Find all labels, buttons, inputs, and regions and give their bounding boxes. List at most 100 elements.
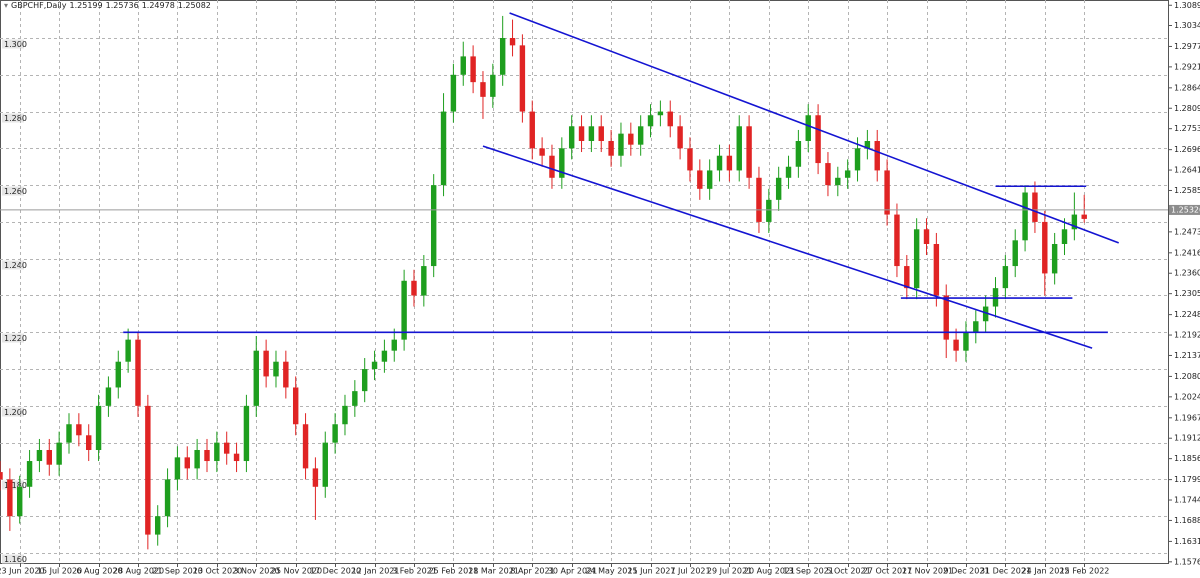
y-tick-label: 1.26965 — [1174, 145, 1200, 154]
candle-body — [273, 361, 279, 377]
candle-body — [312, 468, 319, 487]
y-label-bg — [2, 480, 24, 490]
price-label-bg — [1169, 204, 1200, 215]
candle-body — [263, 350, 269, 377]
y-label-bg — [2, 333, 24, 343]
candle-body — [381, 350, 388, 362]
candle-body — [559, 148, 565, 178]
x-tick-label: 3 Feb 2021 — [392, 567, 437, 576]
candle-body — [302, 424, 309, 469]
x-tick-label: 5 Oct 2021 — [826, 567, 870, 576]
candle-body — [519, 45, 526, 112]
candle-body — [135, 339, 141, 406]
header: ▾ GBPCHF,Daily 1.25199 1.25736 1.24978 1.2508… — [4, 1, 214, 10]
y-tick-label: 1.29215 — [1174, 62, 1200, 71]
candle-body — [36, 449, 43, 462]
candle-body — [430, 185, 437, 267]
candle-body — [214, 442, 220, 462]
x-tick-label: 24 May 2021 — [585, 567, 637, 576]
x-tick-label: 25 Nov 2020 — [271, 567, 322, 576]
candle-body — [332, 424, 338, 443]
candle-body — [1081, 214, 1087, 219]
ohlc-high: 1.25736 — [105, 1, 139, 10]
candle-body — [1051, 243, 1058, 274]
y-tick-label: 1.29770 — [1174, 42, 1200, 51]
candle-body — [470, 56, 476, 83]
x-tick-label: 31 Dec 2021 — [980, 567, 1031, 576]
candle-body — [943, 295, 949, 340]
x-tick-label: 29 Jul 2021 — [707, 567, 752, 576]
y-label-bg — [2, 39, 24, 49]
candle-body — [894, 214, 900, 267]
y-tick-label: 1.26410 — [1174, 166, 1200, 175]
candle-body — [243, 405, 250, 462]
candle-body — [125, 339, 131, 362]
trend-line — [509, 12, 1119, 244]
candle-body — [233, 453, 240, 462]
candle-body — [460, 56, 466, 75]
candle-body — [598, 126, 604, 141]
x-tick-label: 21 Sep 2020 — [152, 567, 203, 576]
y-label-bg — [2, 554, 24, 564]
x-tick-label: 8 Apr 2021 — [510, 567, 554, 576]
candle-body — [835, 177, 841, 186]
left-y-tick-label: 1.180 — [4, 481, 27, 490]
y-tick-label: 1.20245 — [1174, 392, 1200, 401]
candle-body — [283, 361, 289, 388]
left-y-tick-label: 1.300 — [4, 40, 27, 49]
candle-body — [46, 449, 52, 465]
y-label-bg — [2, 260, 24, 270]
y-tick-label: 1.28645 — [1174, 83, 1200, 92]
candle-body — [864, 140, 871, 149]
candle-body — [184, 457, 190, 469]
candle-body — [1042, 221, 1048, 274]
y-tick-label: 1.28090 — [1174, 104, 1200, 113]
candle-body — [785, 166, 792, 178]
candle-body — [164, 479, 171, 517]
candle-body — [549, 155, 555, 178]
y-tick-label: 1.17440 — [1174, 496, 1200, 505]
candle-body — [145, 405, 151, 535]
candle-body — [884, 170, 890, 215]
x-tick-label: 17 Dec 2020 — [310, 567, 361, 576]
y-tick-label: 1.16315 — [1174, 537, 1200, 546]
candle-body — [982, 306, 989, 322]
symbol: GBPCHF,Daily — [11, 1, 67, 10]
candle-body — [539, 148, 545, 156]
y-tick-label: 1.27535 — [1174, 124, 1200, 133]
candle-body — [509, 37, 516, 46]
x-tick-label: 18 Mar 2021 — [468, 567, 519, 576]
candle-body — [7, 479, 13, 517]
price-label: 1.25326 — [1171, 205, 1200, 214]
candle-body — [608, 140, 614, 156]
candle-body — [490, 74, 496, 97]
candle-body — [854, 148, 861, 171]
candle-body — [322, 442, 328, 487]
candle-body — [677, 126, 683, 149]
candle-body — [706, 170, 713, 189]
candle-body — [756, 177, 762, 222]
candle-body — [529, 111, 535, 149]
y-tick-label: 1.19675 — [1174, 413, 1200, 422]
candle-body — [1012, 240, 1018, 267]
x-tick-label: 20 Aug 2021 — [744, 567, 795, 576]
candle-body — [825, 163, 831, 186]
candle-body — [923, 229, 930, 244]
x-tick-label: 17 Nov 2021 — [902, 567, 953, 576]
candle-body — [76, 424, 82, 436]
left-y-tick-label: 1.200 — [4, 408, 27, 417]
x-tick-label: 15 Jun 2021 — [627, 567, 675, 576]
candle-body — [391, 339, 397, 351]
candle-body — [115, 361, 121, 388]
candle-body — [411, 280, 417, 296]
candle-body — [0, 472, 3, 480]
candle-body — [480, 82, 486, 97]
candle-body — [766, 199, 772, 222]
candle-body — [953, 339, 959, 351]
candle-body — [154, 516, 161, 535]
x-tick-label: 6 Aug 2020 — [76, 567, 122, 576]
x-tick-label: 13 Oct 2020 — [193, 567, 242, 576]
y-tick-label: 1.16885 — [1174, 516, 1200, 525]
candle-body — [618, 133, 624, 156]
